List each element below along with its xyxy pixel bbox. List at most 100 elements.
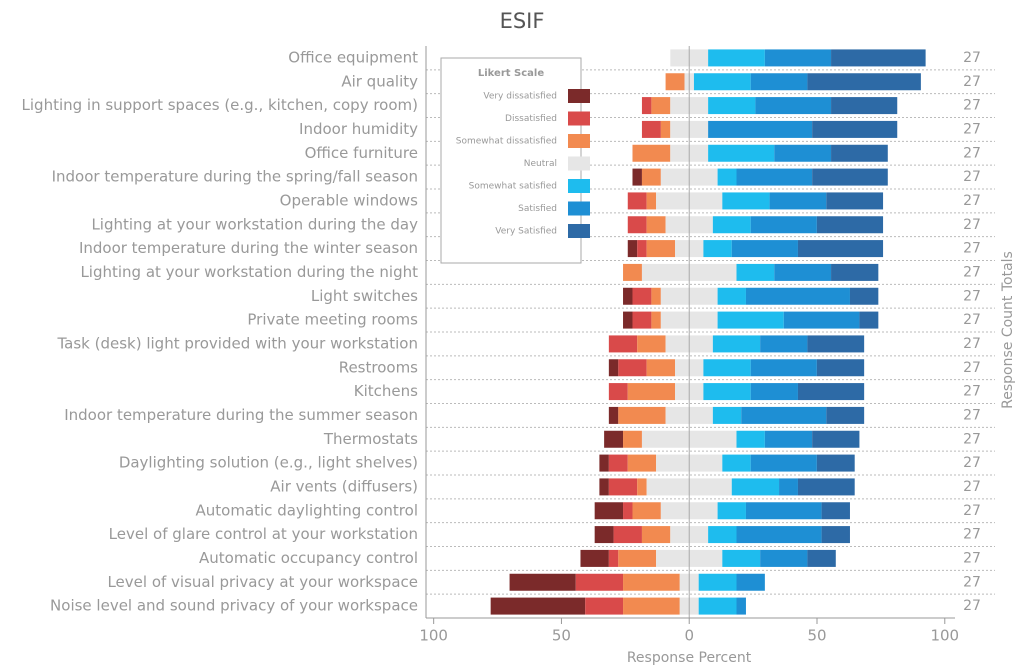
y-tick-label: Lighting at your workstation during the … xyxy=(91,215,418,233)
y-tick-label: Level of visual privacy at your workspac… xyxy=(107,573,418,591)
y-tick-label: Indoor temperature during the spring/fal… xyxy=(52,168,418,186)
total-label: 27 xyxy=(963,50,981,66)
total-label: 27 xyxy=(963,169,981,185)
x-tick-label: 100 xyxy=(419,627,448,645)
bar-segment xyxy=(651,311,661,329)
total-label: 27 xyxy=(963,360,981,376)
y-tick-label: Indoor temperature during the summer sea… xyxy=(64,406,418,424)
bar-segment xyxy=(826,406,865,424)
y-tick-label: Indoor humidity xyxy=(299,120,418,138)
bar-segment xyxy=(627,216,647,234)
legend-swatch xyxy=(568,179,590,193)
y-tick-label: Operable windows xyxy=(280,191,419,209)
bar-segment xyxy=(509,573,576,591)
bar-segment xyxy=(599,478,609,496)
bar-segment xyxy=(731,478,780,496)
bar-segment xyxy=(698,573,737,591)
bar-segment xyxy=(722,454,751,472)
bar-segment xyxy=(736,168,813,186)
legend-label: Somewhat satisfied xyxy=(469,182,557,192)
bar-segment xyxy=(627,192,647,210)
bar-segment xyxy=(849,287,879,305)
bar-segment xyxy=(708,49,765,67)
bar-segment xyxy=(608,549,619,567)
y-tick-label: Private meeting rooms xyxy=(247,311,418,329)
bar-segment xyxy=(736,263,775,281)
bar-segment xyxy=(750,454,817,472)
bar-segment xyxy=(632,144,671,162)
total-label: 27 xyxy=(963,145,981,161)
bar-segment xyxy=(575,573,624,591)
legend-swatch xyxy=(568,134,590,148)
bar-segment xyxy=(613,526,642,544)
legend-box xyxy=(440,57,582,264)
bar-segment xyxy=(618,406,666,424)
legend-label: Very dissatisfied xyxy=(483,92,557,102)
bar-segment xyxy=(637,240,647,258)
bar-segment xyxy=(816,454,855,472)
bar-segment xyxy=(736,430,765,448)
bar-segment xyxy=(831,49,926,67)
bar-segment xyxy=(594,502,624,520)
bar-segment xyxy=(760,335,808,353)
chart-title: ESIF xyxy=(500,9,545,33)
y-tick-label: Task (desk) light provided with your wor… xyxy=(56,334,418,352)
total-label: 27 xyxy=(963,288,981,304)
bar-segment xyxy=(807,549,836,567)
legend-swatch xyxy=(568,156,590,171)
bar-segment xyxy=(750,359,817,377)
bar-segment xyxy=(618,549,657,567)
bar-segment xyxy=(618,359,647,377)
bar-segment xyxy=(764,430,813,448)
bar-segment xyxy=(831,263,879,281)
total-label: 27 xyxy=(963,121,981,137)
bar-segment xyxy=(608,454,628,472)
bar-segment xyxy=(717,168,737,186)
legend-swatch xyxy=(568,224,590,238)
bar-segment xyxy=(812,120,898,138)
bar-segment xyxy=(826,192,884,210)
bar-segment xyxy=(632,311,652,329)
bar-segment xyxy=(708,144,775,162)
bar-segment xyxy=(769,192,827,210)
bar-segment xyxy=(859,311,879,329)
bar-segment xyxy=(632,502,661,520)
bar-segment xyxy=(797,240,884,258)
bar-segment xyxy=(632,287,652,305)
total-label: 27 xyxy=(963,336,981,352)
x-tick-label: 50 xyxy=(807,627,826,645)
bar-segment xyxy=(623,597,680,615)
total-label: 27 xyxy=(963,98,981,114)
bar-segment xyxy=(608,359,619,377)
bar-segment xyxy=(608,383,628,401)
y-tick-label: Restrooms xyxy=(339,358,418,376)
bar-segment xyxy=(736,573,765,591)
bar-segment xyxy=(594,526,614,544)
x-tick-label: 0 xyxy=(684,627,694,645)
bar-segment xyxy=(745,502,822,520)
legend-label: Dissatisfied xyxy=(505,114,557,124)
y-tick-label: Lighting at your workstation during the … xyxy=(80,263,418,281)
y-tick-label: Automatic occupancy control xyxy=(199,549,418,567)
bar-segment xyxy=(783,311,860,329)
bar-segment xyxy=(623,573,680,591)
total-label: 27 xyxy=(963,455,981,471)
x-axis-label: Response Percent xyxy=(627,650,752,666)
bar-segment xyxy=(580,549,609,567)
bar-segment xyxy=(708,120,813,138)
bar-segment xyxy=(821,526,850,544)
total-label: 27 xyxy=(963,598,981,614)
y2-axis-label: Response Count Totals xyxy=(1000,251,1015,409)
y-tick-label: Light switches xyxy=(311,287,418,305)
legend-title: Likert Scale xyxy=(478,68,544,79)
bar-segment xyxy=(750,216,817,234)
bar-segment xyxy=(623,502,633,520)
bar-segment xyxy=(717,502,746,520)
bar-segment xyxy=(632,168,642,186)
bar-segment xyxy=(774,144,832,162)
bar-segment xyxy=(646,359,676,377)
y-tick-label: Level of glare control at your workstati… xyxy=(109,525,418,543)
y-tick-label: Indoor temperature during the winter sea… xyxy=(79,239,418,257)
bar-segment xyxy=(637,478,647,496)
bar-segment xyxy=(717,311,784,329)
